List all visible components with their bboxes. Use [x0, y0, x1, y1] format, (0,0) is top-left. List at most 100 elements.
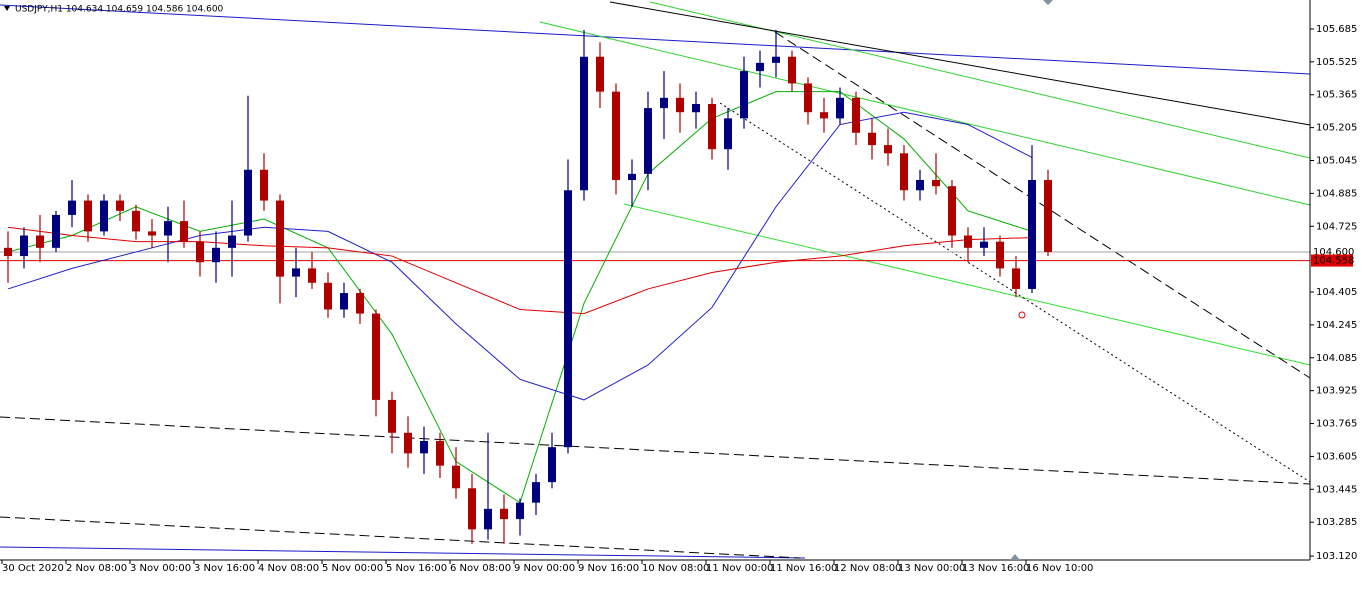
y-tick-label: 105.205: [1316, 123, 1357, 134]
candle-body: [132, 210, 140, 232]
x-tick-label: 4 Nov 08:00: [258, 563, 319, 574]
candle-body: [468, 488, 476, 530]
candle-body: [180, 221, 188, 242]
y-tick-label: 103.285: [1316, 517, 1357, 528]
candle-body: [900, 153, 908, 191]
y-tick-label: 105.365: [1316, 90, 1357, 101]
candle-body: [660, 97, 668, 109]
candle-body: [964, 235, 972, 248]
candle-body: [580, 56, 588, 191]
y-tick-label: 104.725: [1316, 221, 1357, 232]
candle-body: [164, 221, 172, 236]
candle-body: [404, 432, 412, 454]
y-tick-label: 103.925: [1316, 386, 1357, 397]
candle-body: [644, 108, 652, 174]
trend-line: [539, 21, 1311, 206]
candle-body: [516, 502, 524, 520]
candle-body: [596, 56, 604, 92]
candle-body: [724, 118, 732, 150]
candle-body: [276, 200, 284, 277]
y-tick-label: 105.685: [1316, 24, 1357, 35]
x-tick-label: 5 Nov 16:00: [386, 563, 447, 574]
candle-body: [916, 180, 924, 191]
menu-arrow: [4, 6, 10, 11]
candle-body: [436, 441, 444, 466]
x-tick-label: 9 Nov 16:00: [578, 563, 639, 574]
candle-body: [308, 268, 316, 283]
candle-body: [420, 441, 428, 454]
candle-body: [244, 169, 252, 236]
trend-line: [623, 203, 1311, 366]
candle-body: [756, 62, 764, 72]
x-tick-label: 30 Oct 2020: [2, 563, 64, 574]
candle-body: [1012, 268, 1020, 289]
candle-body: [324, 282, 332, 310]
trend-line: [719, 102, 1311, 483]
candle-body: [1028, 180, 1036, 289]
x-tick-label: 5 Nov 00:00: [322, 563, 383, 574]
shift-marker: [1043, 0, 1053, 5]
y-tick-label: 104.245: [1316, 320, 1357, 331]
x-tick-label: 2 Nov 08:00: [66, 563, 127, 574]
x-tick-label: 11 Nov 00:00: [706, 563, 773, 574]
candle-body: [260, 169, 268, 201]
candle-body: [116, 200, 124, 211]
candle-body: [1044, 180, 1052, 252]
candle-body: [996, 241, 1004, 269]
candle-body: [932, 180, 940, 187]
y-tick-label: 103.605: [1316, 451, 1357, 462]
moving-average: [7, 226, 1033, 315]
candle-body: [212, 247, 220, 263]
candle-body: [740, 71, 748, 119]
x-tick-label: 12 Nov 08:00: [834, 563, 901, 574]
candle-body: [500, 508, 508, 520]
x-tick-label: 13 Nov 00:00: [898, 563, 965, 574]
candle-body: [788, 56, 796, 84]
trend-line: [0, 516, 801, 559]
candle-body: [820, 112, 828, 119]
price-label-box: [1311, 254, 1353, 267]
price-label-box: [1311, 245, 1353, 258]
candle-body: [84, 200, 92, 232]
candle-body: [708, 103, 716, 150]
price-label: 104.600: [1313, 247, 1354, 258]
chart-title: USDJPY,H1 104.634 104.659 104.586 104.60…: [15, 5, 224, 15]
candle-body: [884, 145, 892, 154]
x-tick-label: 10 Nov 08:00: [642, 563, 709, 574]
candle-body: [868, 132, 876, 146]
candle-body: [52, 214, 60, 248]
y-tick-label: 105.525: [1316, 57, 1357, 68]
marker: [1018, 311, 1026, 319]
candle-body: [20, 235, 28, 257]
y-tick-label: 103.765: [1316, 419, 1357, 430]
candle-body: [804, 83, 812, 113]
candle-body: [484, 508, 492, 530]
candle-body: [452, 465, 460, 489]
candle-body: [836, 97, 844, 119]
x-tick-label: 11 Nov 16:00: [770, 563, 837, 574]
candle-body: [356, 293, 364, 314]
candle-body: [532, 482, 540, 503]
candle-body: [228, 235, 236, 248]
x-tick-label: 16 Nov 10:00: [1026, 563, 1093, 574]
candle-body: [388, 399, 396, 433]
x-tick-label: 9 Nov 00:00: [514, 563, 575, 574]
candle-body: [372, 313, 380, 400]
candle-body: [548, 447, 556, 483]
trend-line: [0, 546, 806, 559]
candle-body: [292, 268, 300, 277]
candle-body: [676, 97, 684, 113]
plot-area: [0, 30, 1310, 544]
x-tick-label: 13 Nov 16:00: [962, 563, 1029, 574]
y-tick-label: 105.045: [1316, 155, 1357, 166]
candle-body: [100, 200, 108, 232]
candle-body: [36, 235, 44, 248]
candle-body: [628, 173, 636, 181]
candle-body: [948, 186, 956, 236]
candle-body: [340, 293, 348, 310]
trend-line: [0, 4, 1311, 75]
y-tick-label: 103.445: [1316, 484, 1357, 495]
candle-body: [852, 97, 860, 133]
